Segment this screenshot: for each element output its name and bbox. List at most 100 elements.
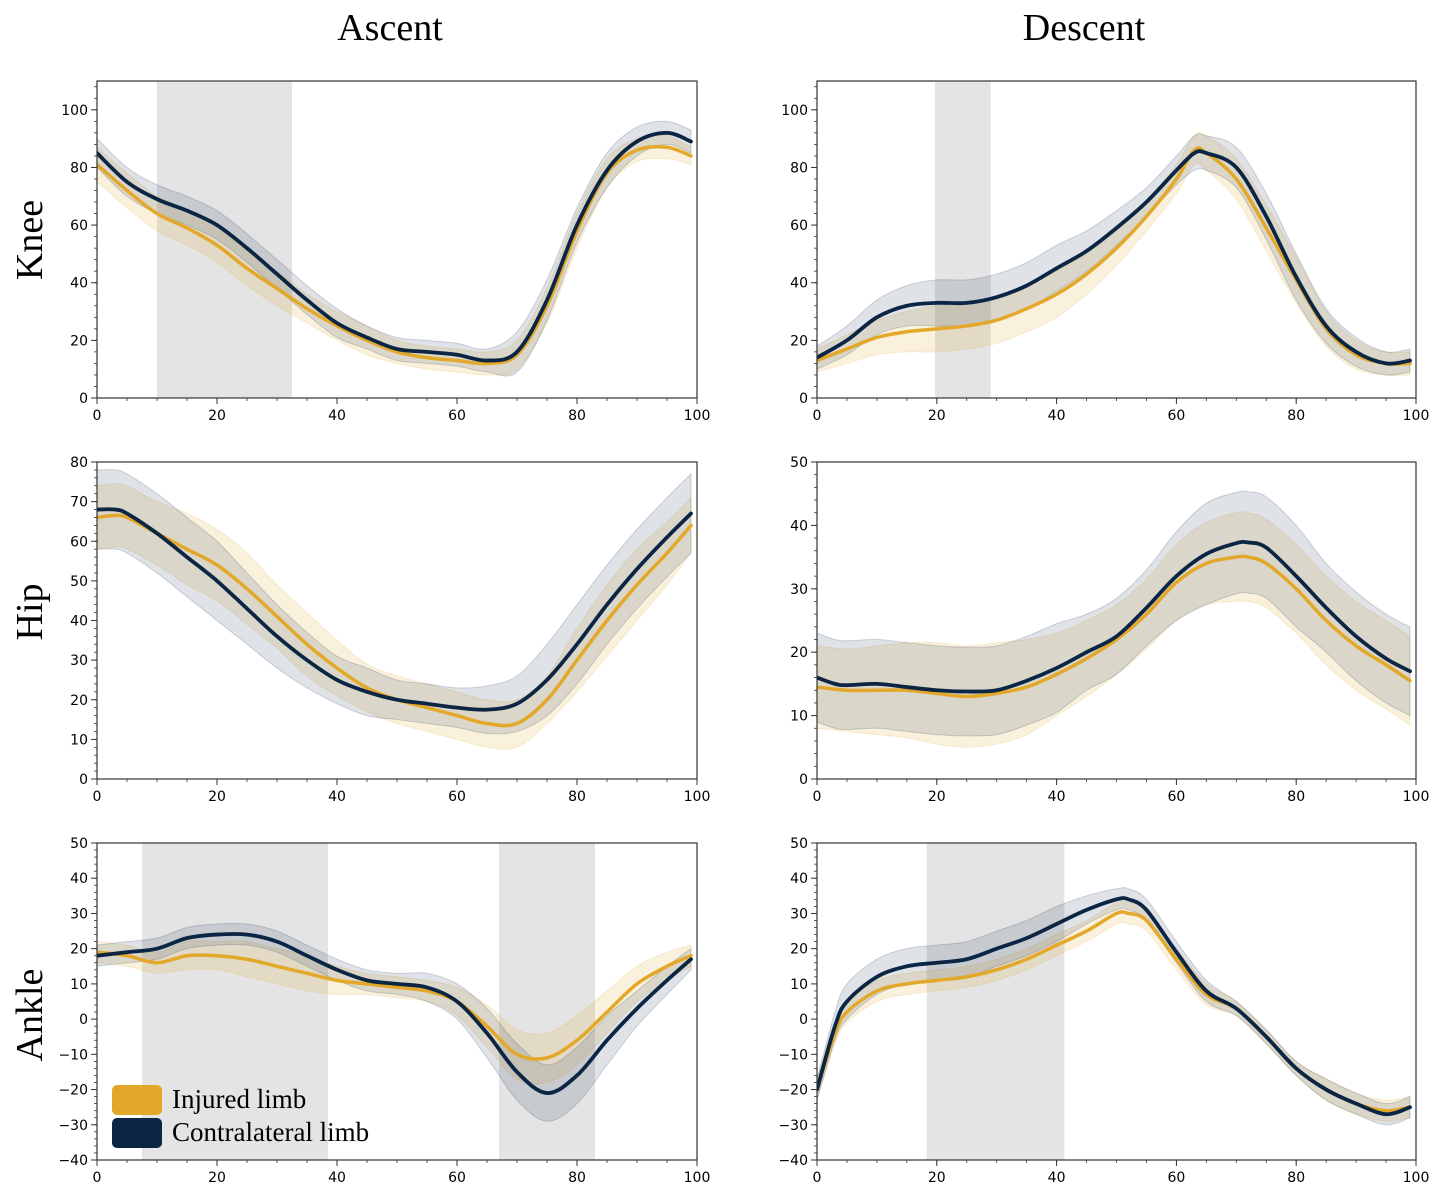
y-tick-label: 30	[70, 906, 88, 922]
y-tick-label: 80	[790, 160, 808, 176]
plot-area-hip-descent	[817, 490, 1412, 748]
x-tick-label: 40	[328, 1170, 346, 1182]
band-contralateral-hip-ascent	[97, 469, 692, 735]
plot-area-ankle-descent	[817, 887, 1412, 1126]
x-tick-label: 20	[208, 1170, 226, 1182]
y-tick-label: 60	[70, 534, 88, 550]
y-tick-label: 50	[70, 574, 88, 590]
shaded-region-ankle-ascent-0	[142, 843, 328, 1160]
line-contralateral-ankle-ascent	[97, 932, 693, 1095]
y-tick-label: 0	[799, 772, 808, 788]
y-tick-label: 20	[790, 645, 808, 661]
y-tick-label: 40	[790, 871, 808, 887]
x-tick-label: 80	[1287, 789, 1305, 805]
y-tick-label: 40	[790, 276, 808, 292]
legend-swatch-contralateral	[112, 1117, 162, 1148]
line-contralateral-ankle-descent	[817, 896, 1412, 1117]
y-tick-label: 70	[70, 495, 88, 511]
y-tick-label: 60	[70, 218, 88, 234]
y-tick-label: 50	[790, 455, 808, 471]
y-tick-label: 20	[790, 333, 808, 349]
band-injured-ankle-descent	[817, 900, 1411, 1122]
line-contralateral-knee-descent	[817, 149, 1412, 366]
shaded-region-knee-ascent-0	[157, 81, 292, 398]
x-tick-label: 60	[1167, 789, 1185, 805]
shaded-region-ankle-descent-0	[926, 843, 1065, 1160]
legend-label-injured: Injured limb	[172, 1084, 307, 1114]
x-tick-label: 20	[928, 1170, 946, 1182]
y-tick-label: 10	[70, 977, 88, 993]
x-tick-label: 100	[1403, 408, 1430, 424]
y-tick-label: 10	[790, 709, 808, 725]
x-tick-label: 80	[568, 408, 586, 424]
x-tick-label: 100	[684, 1170, 711, 1182]
band-injured-knee-descent	[817, 132, 1411, 376]
panel-hip-ascent: 0 20 40 60 80 100 0 10 20 30 40 50 60 70 80	[70, 455, 710, 805]
y-tick-label: −20	[778, 1083, 808, 1099]
x-tick-label: 0	[93, 1170, 102, 1182]
x-tick-label: 0	[813, 789, 822, 805]
x-tick-label: 60	[448, 789, 466, 805]
x-tick-label: 80	[1287, 408, 1305, 424]
x-tick-label: 100	[1403, 1170, 1430, 1182]
y-tick-label: 10	[70, 732, 88, 748]
y-tick-label: 40	[70, 614, 88, 630]
y-tick-label: 50	[70, 836, 88, 852]
line-contralateral-knee-ascent	[97, 130, 693, 363]
y-tick-label: 20	[70, 693, 88, 709]
line-contralateral-hip-descent	[817, 539, 1412, 694]
x-tick-label: 100	[684, 408, 711, 424]
y-tick-label: 20	[70, 942, 88, 958]
x-tick-label: 0	[93, 789, 102, 805]
x-tick-label: 80	[568, 1170, 586, 1182]
y-tick-label: 10	[790, 977, 808, 993]
y-tick-label: 0	[79, 772, 88, 788]
legend: Injured limb Contralateral limb	[112, 1083, 369, 1149]
y-tick-label: 80	[70, 455, 88, 471]
y-tick-label: −10	[58, 1047, 88, 1063]
x-tick-label: 20	[928, 789, 946, 805]
x-tick-label: 0	[813, 408, 822, 424]
y-tick-label: −30	[778, 1118, 808, 1134]
x-tick-label: 20	[208, 408, 226, 424]
y-tick-label: 100	[781, 103, 808, 119]
x-tick-label: 0	[93, 408, 102, 424]
column-title-ascent: Ascent	[337, 7, 443, 49]
y-tick-label: 40	[790, 518, 808, 534]
panel-knee-descent: 0 20 40 60 80 100 0 20 40 60 80 100	[781, 80, 1430, 424]
x-tick-label: 80	[1287, 1170, 1305, 1182]
y-tick-label: 30	[790, 906, 808, 922]
x-tick-label: 80	[568, 789, 586, 805]
y-tick-label: 30	[70, 653, 88, 669]
legend-item-injured: Injured limb	[112, 1083, 369, 1116]
x-tick-label: 20	[928, 408, 946, 424]
line-contralateral-hip-ascent	[97, 507, 693, 712]
x-tick-label: 60	[448, 1170, 466, 1182]
y-tick-label: 80	[70, 160, 88, 176]
band-contralateral-hip-descent	[817, 490, 1411, 737]
y-tick-label: −10	[778, 1047, 808, 1063]
line-injured-hip-descent	[817, 554, 1412, 699]
band-contralateral-ankle-ascent	[97, 922, 692, 1122]
band-injured-hip-descent	[817, 511, 1411, 748]
y-tick-label: 0	[79, 391, 88, 407]
panel-knee-ascent: 0 20 40 60 80 100 0 20 40 60 80 100	[61, 80, 711, 424]
y-tick-label: 60	[790, 218, 808, 234]
legend-label-contralateral: Contralateral limb	[172, 1117, 370, 1147]
panel-ankle-descent: 0 20 40 60 80 100 −40 −30 −20 −10 0 10 20 30 40 50	[778, 836, 1429, 1182]
shaded-region-ankle-ascent-1	[499, 843, 595, 1160]
plot-area-knee-descent	[817, 132, 1412, 376]
x-tick-label: 40	[328, 789, 346, 805]
plot-area-ankle-ascent	[97, 922, 693, 1122]
x-tick-label: 60	[448, 408, 466, 424]
x-tick-label: 100	[684, 789, 711, 805]
y-tick-label: 40	[70, 276, 88, 292]
y-tick-label: 100	[61, 103, 88, 119]
x-tick-label: 60	[1167, 1170, 1185, 1182]
legend-swatch-injured	[112, 1084, 162, 1115]
y-tick-label: −20	[58, 1083, 88, 1099]
y-tick-label: 20	[70, 333, 88, 349]
plot-area-knee-ascent	[97, 120, 693, 377]
